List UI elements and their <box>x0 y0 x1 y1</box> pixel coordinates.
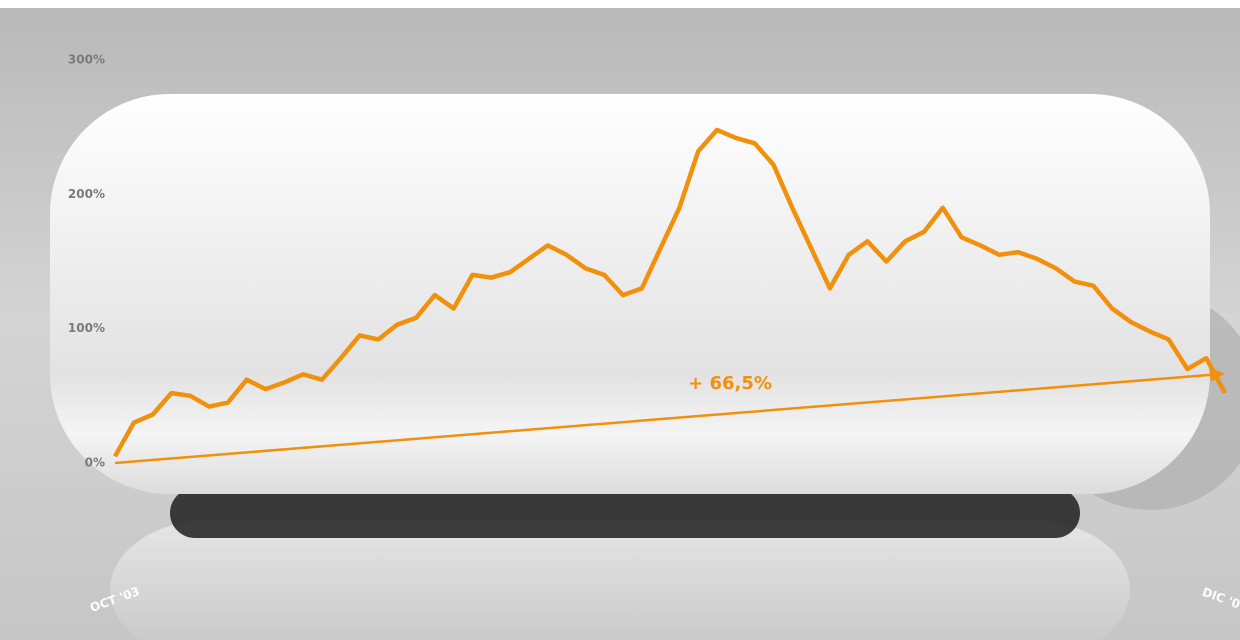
data-line <box>113 127 1227 458</box>
y-tick-label: 200% <box>68 187 105 201</box>
y-tick-label: 300% <box>68 53 105 67</box>
arrow-head <box>1209 367 1225 382</box>
top-border <box>0 0 1240 8</box>
reflection <box>110 520 1130 640</box>
y-tick-label: 100% <box>68 321 105 335</box>
base-shadow <box>170 488 1080 538</box>
annotation-text: + 66,5% <box>688 373 772 394</box>
y-tick-label: 0% <box>85 456 105 470</box>
annotation-arrow <box>114 373 1214 465</box>
